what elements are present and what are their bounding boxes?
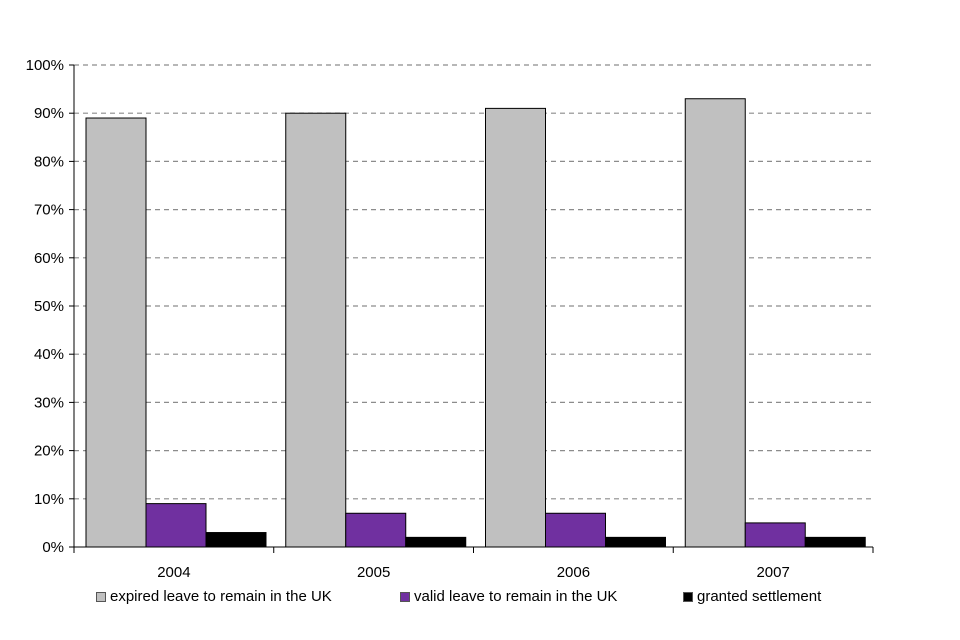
bar [804, 536, 866, 548]
bars [85, 98, 866, 548]
legend-swatch-settlement [683, 591, 693, 602]
bar [145, 503, 207, 548]
x-tick-label: 2006 [557, 564, 590, 581]
bar [684, 98, 746, 548]
legend-label-valid: valid leave to remain in the UK [414, 588, 618, 605]
y-tick-label: 40% [34, 346, 64, 363]
bar [85, 117, 147, 548]
y-tick-label: 10% [34, 491, 64, 508]
y-tick-label: 90% [34, 105, 64, 122]
legend-item-expired: expired leave to remain in the UK [96, 588, 332, 605]
bar [485, 107, 546, 548]
y-tick-label: 50% [34, 298, 64, 315]
y-tick-label: 60% [34, 250, 64, 267]
y-tick-label: 70% [34, 202, 64, 219]
legend-item-settlement: granted settlement [683, 588, 821, 605]
bar [285, 112, 347, 548]
y-tick-label: 100% [26, 57, 64, 74]
y-tick-label: 80% [34, 153, 64, 170]
legend-swatch-expired [96, 591, 106, 602]
y-tick-label: 20% [34, 443, 64, 460]
x-axis-ticks: 2004 2005 2006 2007 [157, 564, 790, 581]
y-axis-ticks: 0% 10% 20% 30% 40% 50% 60% 70% 80% 90% 100% [26, 57, 74, 556]
x-tick-label: 2007 [756, 564, 789, 581]
y-tick-label: 0% [42, 539, 64, 556]
gridlines [74, 64, 873, 500]
bar [345, 512, 407, 548]
legend-label-expired: expired leave to remain in the UK [110, 588, 332, 605]
bar [405, 536, 467, 548]
bar [605, 536, 666, 548]
y-tick-label: 30% [34, 394, 64, 411]
bar [744, 522, 806, 548]
bar [205, 532, 267, 548]
legend-swatch-valid [400, 591, 410, 602]
legend-item-valid: valid leave to remain in the UK [400, 588, 617, 605]
axes [73, 65, 874, 553]
x-tick-label: 2004 [157, 564, 190, 581]
bar [545, 512, 606, 548]
x-tick-label: 2005 [357, 564, 390, 581]
legend-label-settlement: granted settlement [697, 588, 822, 605]
legend: expired leave to remain in the UK valid … [0, 588, 960, 612]
